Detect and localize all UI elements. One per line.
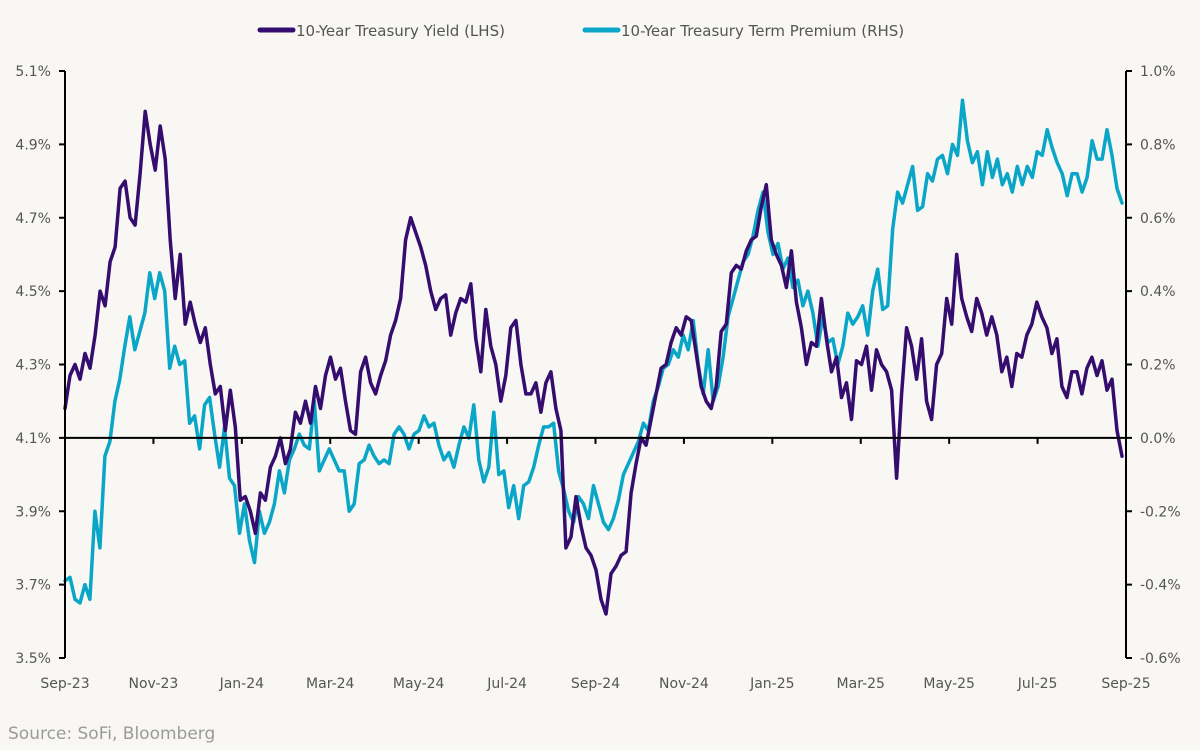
right-tick-label: -0.6%: [1140, 651, 1181, 667]
source-note: Source: SoFi, Bloomberg: [8, 724, 216, 744]
right-tick-label: 0.2%: [1140, 358, 1176, 374]
legend-label-term-premium: 10-Year Treasury Term Premium (RHS): [621, 22, 904, 40]
right-tick-label: 0.0%: [1140, 431, 1176, 447]
x-tick-label: Mar-25: [837, 676, 885, 692]
right-tick-label: 0.4%: [1140, 284, 1176, 300]
series-line-treasury-yield: [63, 109, 1124, 616]
left-axis-ticks: 3.5% 3.7% 3.9% 4.1% 4.3% 4.5% 4.7% 4.9% 5.1%: [15, 64, 65, 667]
x-tick-label: Jul-24: [486, 676, 527, 692]
x-tick-label: Jul-25: [1017, 676, 1058, 692]
left-tick-label: 4.5%: [15, 284, 51, 300]
x-tick-label: Jan-25: [749, 676, 794, 692]
x-axis-ticks: Sep-23 Nov-23 Jan-24 Mar-24 May-24 Jul-24 Sep-…: [40, 437, 1151, 692]
legend-label-treasury-yield: 10-Year Treasury Yield (LHS): [296, 22, 505, 40]
right-tick-label: -0.2%: [1140, 504, 1181, 520]
x-tick-label: Mar-24: [306, 676, 354, 692]
left-tick-label: 4.7%: [15, 211, 51, 227]
right-tick-label: 1.0%: [1140, 64, 1176, 80]
series-line-term-premium: [63, 98, 1124, 605]
x-tick-label: Jan-24: [219, 676, 265, 692]
left-tick-label: 4.3%: [15, 358, 51, 374]
right-tick-label: 0.8%: [1140, 137, 1176, 153]
left-tick-label: 4.9%: [15, 137, 51, 153]
left-tick-label: 3.9%: [15, 504, 51, 520]
x-tick-label: Nov-23: [129, 676, 179, 692]
left-tick-label: 5.1%: [15, 64, 51, 80]
left-tick-label: 3.5%: [15, 651, 51, 667]
right-axis-ticks: -0.6% -0.4% -0.2% 0.0% 0.2% 0.4% 0.6% 0.8% 1.0%: [1126, 64, 1181, 667]
x-tick-label: Nov-24: [659, 676, 709, 692]
left-tick-label: 4.1%: [15, 431, 51, 447]
x-tick-label: May-25: [923, 676, 975, 692]
x-tick-label: Sep-25: [1101, 676, 1150, 692]
x-tick-label: May-24: [393, 676, 445, 692]
series-lines: [63, 98, 1124, 616]
legend: 10-Year Treasury Yield (LHS) 10-Year Tre…: [257, 22, 904, 40]
right-tick-label: 0.6%: [1140, 211, 1176, 227]
x-tick-label: Sep-23: [40, 676, 89, 692]
right-tick-label: -0.4%: [1140, 578, 1181, 594]
left-tick-label: 3.7%: [15, 578, 51, 594]
x-tick-label: Sep-24: [571, 676, 620, 692]
